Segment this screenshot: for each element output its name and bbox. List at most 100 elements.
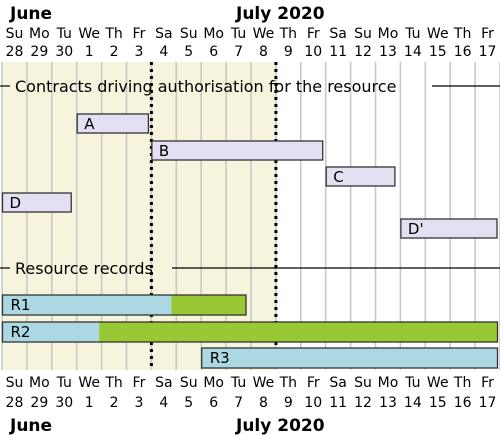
contract-bar xyxy=(400,218,498,239)
contract-bar-label: D xyxy=(10,194,22,212)
month-label-june-top: June xyxy=(9,4,52,24)
contract-bar xyxy=(76,113,150,134)
day-of-month-label: 28 xyxy=(6,44,24,60)
day-of-week-label: We xyxy=(78,26,100,42)
month-label-july-top: July 2020 xyxy=(235,4,325,24)
day-of-week-label: Sa xyxy=(155,375,172,391)
contract-bar-label: C xyxy=(333,168,343,186)
day-of-month-label: 3 xyxy=(134,44,143,60)
shaded-period xyxy=(2,62,276,370)
day-of-month-label: 4 xyxy=(159,395,168,411)
day-of-month-label: 29 xyxy=(30,44,48,60)
day-of-week-label: Tu xyxy=(56,26,72,42)
day-of-month-label: 6 xyxy=(209,395,218,411)
day-of-month-label: 2 xyxy=(110,395,119,411)
day-of-month-label: 1 xyxy=(85,44,94,60)
contracts-section-title: Contracts driving authorisation for the … xyxy=(15,77,396,96)
day-of-month-label: 28 xyxy=(6,395,24,411)
day-of-week-label: We xyxy=(427,26,449,42)
contract-bar-label: A xyxy=(84,115,95,133)
record-bar-green-segment xyxy=(99,322,498,342)
day-of-month-label: 14 xyxy=(404,44,422,60)
day-of-month-label: 9 xyxy=(284,395,293,411)
day-of-week-label: Mo xyxy=(29,375,50,391)
day-of-month-label: 16 xyxy=(454,395,472,411)
day-of-month-label: 9 xyxy=(284,44,293,60)
day-of-week-label: Th xyxy=(104,375,122,391)
day-of-week-label: Su xyxy=(180,26,198,42)
day-of-week-label: Th xyxy=(453,26,471,42)
record-bar-green-segment xyxy=(171,295,247,315)
day-of-week-label: Su xyxy=(354,375,372,391)
day-of-month-label: 15 xyxy=(429,395,447,411)
day-of-week-label: Fr xyxy=(307,26,320,42)
contract-bar xyxy=(1,192,72,213)
bottom-header: Su28Mo29Tu30We1Th2Fr3Sa4Su5Mo6Tu7We8Th9F… xyxy=(6,375,497,435)
day-of-week-label: Su xyxy=(354,26,372,42)
day-of-week-label: We xyxy=(427,375,449,391)
day-of-week-label: We xyxy=(253,26,275,42)
day-of-week-label: Mo xyxy=(203,375,224,391)
day-of-week-label: Fr xyxy=(481,375,494,391)
day-of-month-label: 11 xyxy=(329,395,347,411)
day-of-month-label: 4 xyxy=(159,44,168,60)
day-of-month-label: 8 xyxy=(259,44,268,60)
records-section: Resource records R1 R2 R3 xyxy=(0,259,500,369)
day-of-week-label: Tu xyxy=(404,26,420,42)
day-of-month-label: 17 xyxy=(479,44,497,60)
day-of-week-label: Mo xyxy=(378,375,399,391)
day-of-month-label: 13 xyxy=(379,44,397,60)
day-of-week-label: Tu xyxy=(404,375,420,391)
day-of-month-label: 8 xyxy=(259,395,268,411)
day-of-week-label: Th xyxy=(104,26,122,42)
day-of-month-label: 10 xyxy=(304,395,322,411)
day-of-week-label: Sa xyxy=(329,26,346,42)
records-section-title: Resource records xyxy=(15,259,153,278)
record-bar-outline xyxy=(1,321,499,343)
day-of-week-label: Fr xyxy=(133,26,146,42)
day-of-month-label: 12 xyxy=(354,44,372,60)
day-of-month-label: 30 xyxy=(55,44,73,60)
day-of-month-label: 3 xyxy=(134,395,143,411)
contract-bar-label: B xyxy=(159,142,169,160)
day-of-week-label: We xyxy=(78,375,100,391)
day-of-month-label: 7 xyxy=(234,44,243,60)
day-of-week-label: Th xyxy=(279,26,297,42)
record-bar-label: R3 xyxy=(210,349,230,367)
day-of-week-label: Fr xyxy=(481,26,494,42)
day-of-week-label: Tu xyxy=(230,26,246,42)
record-bar-label: R1 xyxy=(11,296,31,314)
record-bar-outline xyxy=(201,347,499,369)
day-of-week-label: Th xyxy=(453,375,471,391)
day-of-week-label: Su xyxy=(6,375,24,391)
contracts-section: Contracts driving authorisation for the … xyxy=(0,77,500,239)
day-of-month-label: 7 xyxy=(234,395,243,411)
contract-bar xyxy=(151,140,324,161)
day-of-month-label: 12 xyxy=(354,395,372,411)
record-bar-blue-segment xyxy=(201,348,498,368)
record-bars: R1 R2 R3 xyxy=(1,294,499,369)
day-of-week-label: We xyxy=(253,375,275,391)
day-of-month-label: 14 xyxy=(404,395,422,411)
month-label-june-bottom: June xyxy=(9,416,52,435)
day-of-week-label: Tu xyxy=(56,375,72,391)
record-bar-blue-segment xyxy=(2,322,100,342)
day-of-month-label: 1 xyxy=(85,395,94,411)
day-of-month-label: 17 xyxy=(479,395,497,411)
day-of-week-label: Mo xyxy=(29,26,50,42)
record-bar-outline xyxy=(1,294,247,316)
day-of-week-label: Tu xyxy=(230,375,246,391)
day-of-month-label: 10 xyxy=(304,44,322,60)
day-of-month-label: 2 xyxy=(110,44,119,60)
day-of-week-label: Mo xyxy=(203,26,224,42)
day-of-week-label: Fr xyxy=(307,375,320,391)
day-of-month-label: 11 xyxy=(329,44,347,60)
record-bar-label: R2 xyxy=(11,323,31,341)
day-of-week-label: Fr xyxy=(133,375,146,391)
contract-bar-label: D' xyxy=(408,220,424,238)
day-of-week-label: Th xyxy=(279,375,297,391)
day-labels-top: Su28Mo29Tu30We1Th2Fr3Sa4Su5Mo6Tu7We8Th9F… xyxy=(6,26,497,60)
contract-bars: A B C D D' xyxy=(1,113,498,239)
day-of-month-label: 5 xyxy=(184,44,193,60)
